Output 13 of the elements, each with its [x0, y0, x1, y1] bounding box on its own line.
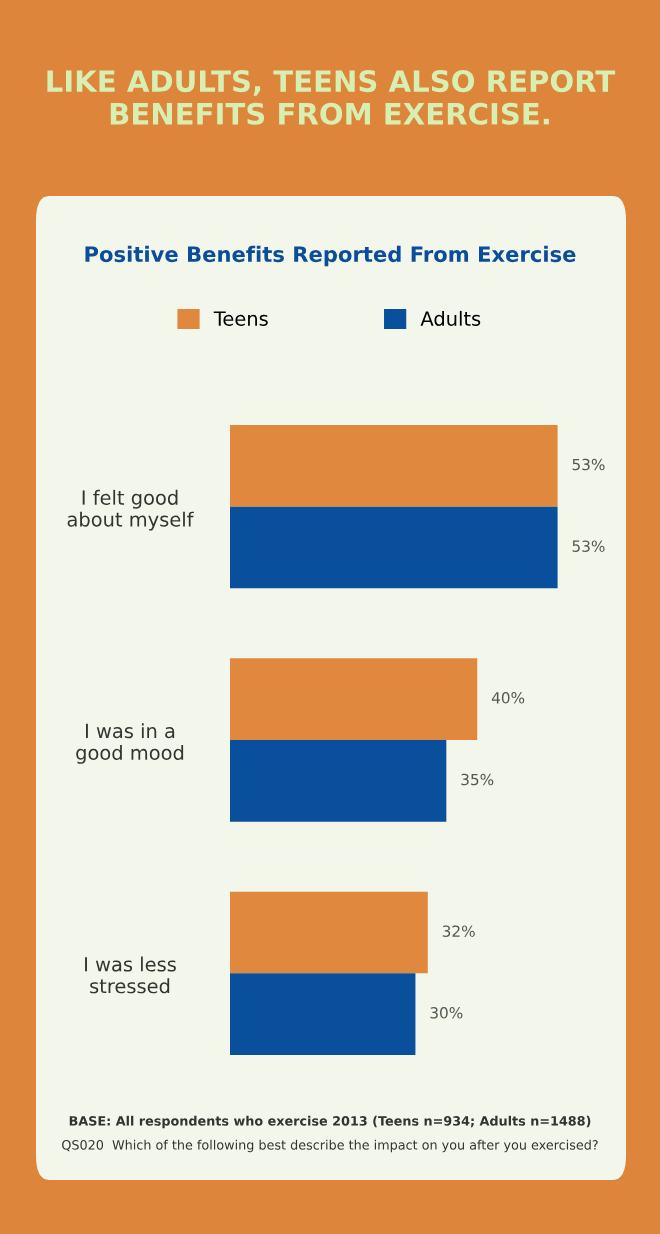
- y-tick-label: I was less stressed: [85, 956, 176, 994]
- y-tick-label: I felt good about myself: [67, 489, 194, 531]
- bar: [230, 425, 558, 507]
- y-tick-label: I was in a good mood: [76, 723, 184, 764]
- chart-subtitle: Positive Benefits Reported From Exercise: [85, 245, 576, 267]
- bar: [230, 973, 416, 1055]
- legend-label: Teens: [213, 311, 268, 326]
- bar: [230, 658, 478, 740]
- bar: [230, 740, 447, 822]
- bar: [230, 506, 558, 589]
- bar: [230, 891, 428, 974]
- legend-label: Adults: [420, 310, 481, 326]
- chart-title: LIKE ADULTS, TEENS ALSO REPORT BENEFITS FROM EXERCISE.: [47, 70, 616, 125]
